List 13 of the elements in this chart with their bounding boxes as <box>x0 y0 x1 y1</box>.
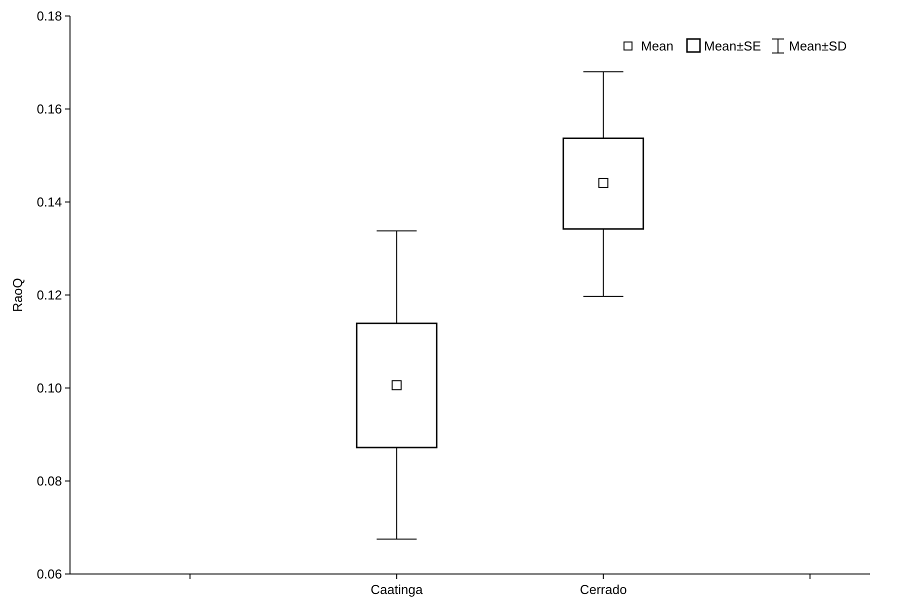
annotation: Mean±SE <box>704 38 762 54</box>
y-tick-label: 0.06 <box>36 566 62 582</box>
annotation: Mean <box>641 38 674 54</box>
y-tick-label: 0.18 <box>36 8 62 24</box>
annotation: Mean±SD <box>789 38 847 54</box>
y-axis-title: RaoQ <box>10 278 25 312</box>
y-tick-label: 0.16 <box>36 102 62 117</box>
x-tick-label: Cerrado <box>580 582 627 597</box>
y-tick-label: 0.10 <box>36 380 62 396</box>
y-tick-label: 0.14 <box>36 194 62 210</box>
x-tick-label: Caatinga <box>370 582 424 597</box>
y-tick-label: 0.12 <box>36 288 62 303</box>
y-tick-label: 0.08 <box>36 474 62 489</box>
